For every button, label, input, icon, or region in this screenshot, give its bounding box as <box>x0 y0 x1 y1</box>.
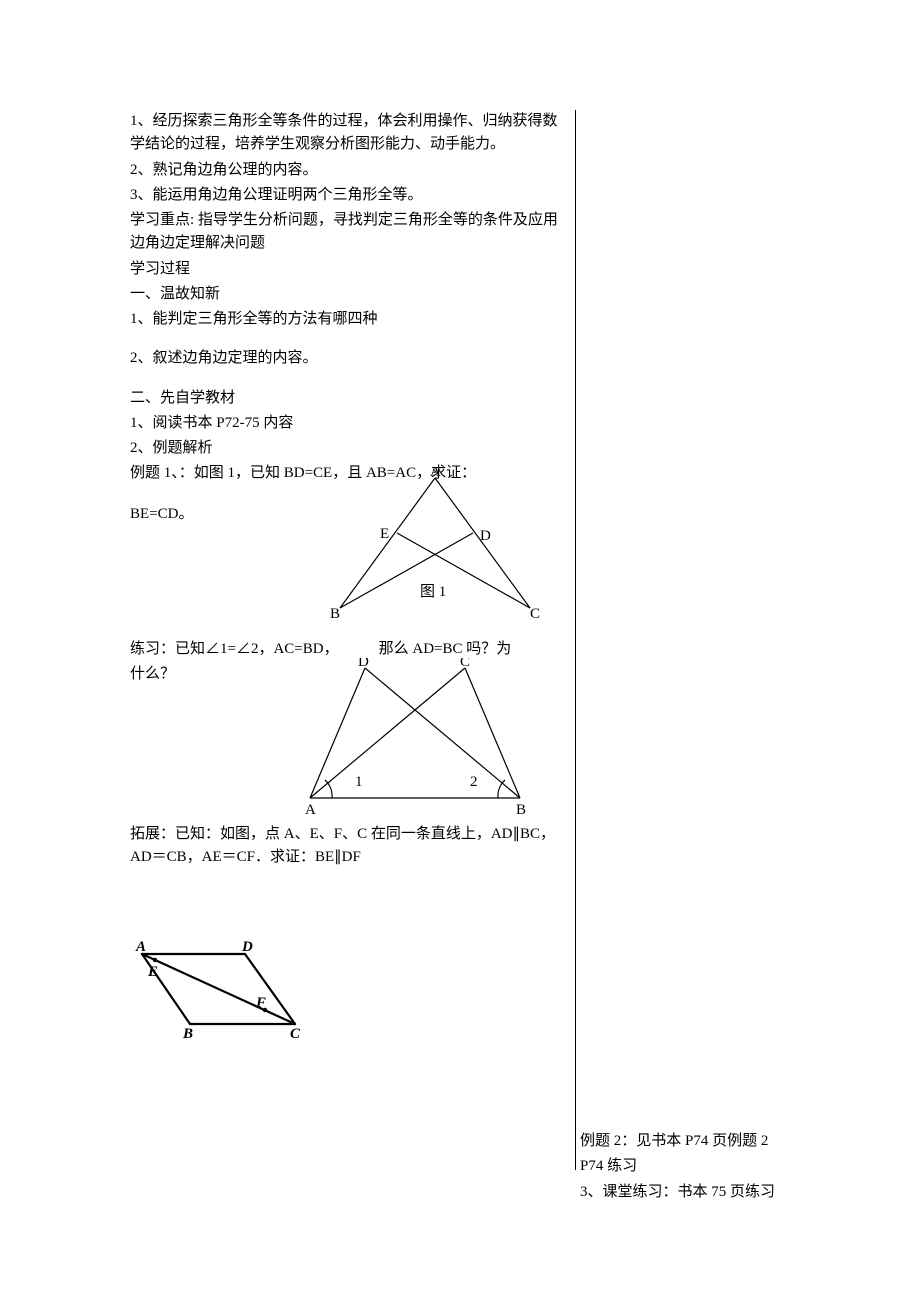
label-E: E <box>380 526 389 542</box>
para-example1-b: BE=CD。 <box>130 503 193 526</box>
para-objective-2: 2、熟记角边角公理的内容。 <box>130 159 570 182</box>
figure-1-wrap: BE=CD。 A B C E D 图 1 <box>130 488 570 638</box>
practice-part-b: 那么 AD=BC 吗？为 <box>379 641 512 657</box>
label-angle2: 2 <box>470 774 478 790</box>
label-B: B <box>182 1026 193 1039</box>
para-focus: 学习重点: 指导学生分析问题，寻找判定三角形全等的条件及应用边角边定理解决问题 <box>130 209 570 256</box>
label-angle1: 1 <box>355 774 363 790</box>
spacer <box>130 333 570 347</box>
para-extension: 拓展：已知：如图，点 A、E、F、C 在同一条直线上，AD∥BC，AD＝CB，A… <box>130 823 570 870</box>
figure-1: A B C E D 图 1 <box>330 468 540 623</box>
para-objective-1: 1、经历探索三角形全等条件的过程，体会利用操作、归纳获得数学结论的过程，培养学生… <box>130 110 570 157</box>
label-E: E <box>147 964 158 980</box>
label-A: A <box>305 802 316 818</box>
para-practice-why: 什么？ <box>130 663 175 686</box>
label-D: D <box>358 658 369 670</box>
label-A: A <box>135 939 146 955</box>
para-class-practice: 3、课堂练习：书本 75 页练习 <box>580 1181 780 1204</box>
heading-selfstudy: 二、先自学教材 <box>130 387 570 410</box>
practice-part-a: 练习：已知∠1=∠2，AC=BD， <box>130 641 339 657</box>
figure-3: A D E F B C <box>130 939 320 1039</box>
left-column: 1、经历探索三角形全等条件的过程，体会利用操作、归纳获得数学结论的过程，培养学生… <box>130 110 570 1049</box>
para-review-q2: 2、叙述边角边定理的内容。 <box>130 347 570 370</box>
label-F: F <box>255 995 266 1011</box>
heading-review: 一、温故知新 <box>130 283 570 306</box>
label-A: A <box>430 468 441 480</box>
figure-3-wrap: A D E F B C <box>130 939 570 1049</box>
label-D: D <box>241 939 253 955</box>
label-B: B <box>516 802 526 818</box>
spacer <box>130 373 570 387</box>
label-C: C <box>290 1026 301 1039</box>
label-C: C <box>460 658 470 670</box>
figure-2-wrap: 什么？ A B C D 1 2 <box>130 663 570 823</box>
para-process: 学习过程 <box>130 258 570 281</box>
para-review-q1: 1、能判定三角形全等的方法有哪四种 <box>130 308 570 331</box>
label-D: D <box>480 528 491 544</box>
para-examples: 2、例题解析 <box>130 437 570 460</box>
label-B: B <box>330 606 340 622</box>
para-example2: 例题 2：见书本 P74 页例题 2 <box>580 1130 780 1153</box>
label-caption: 图 1 <box>420 583 446 600</box>
page-content: 1、经历探索三角形全等条件的过程，体会利用操作、归纳获得数学结论的过程，培养学生… <box>130 110 790 1206</box>
right-column: 例题 2：见书本 P74 页例题 2 P74 练习 3、课堂练习：书本 75 页… <box>580 110 780 1206</box>
para-p74-practice: P74 练习 <box>580 1155 780 1178</box>
figure-2: A B C D 1 2 <box>300 658 540 818</box>
label-C: C <box>530 606 540 622</box>
para-read: 1、阅读书本 P72-75 内容 <box>130 412 570 435</box>
para-objective-3: 3、能运用角边角公理证明两个三角形全等。 <box>130 184 570 207</box>
